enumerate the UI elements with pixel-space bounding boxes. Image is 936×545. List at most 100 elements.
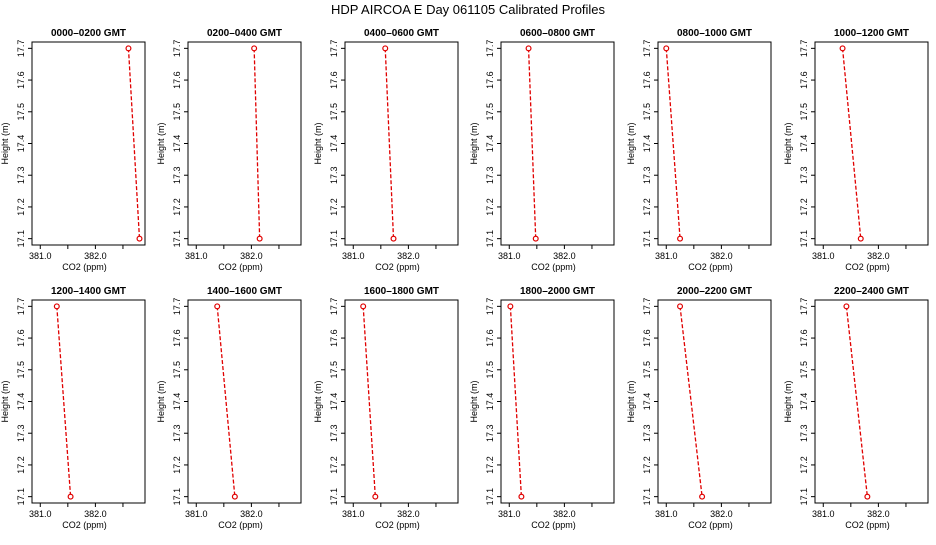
y-tick-label: 17.4 <box>16 393 26 411</box>
y-tick-label: 17.4 <box>799 135 809 153</box>
y-tick-label: 17.7 <box>642 298 652 316</box>
x-tick-label: 381.0 <box>29 251 52 261</box>
x-axis-label: CO2 (ppm) <box>688 520 733 530</box>
y-tick-label: 17.4 <box>799 393 809 411</box>
y-tick-label: 17.1 <box>172 230 182 248</box>
data-point <box>360 303 367 310</box>
x-tick-label: 381.0 <box>342 509 365 519</box>
y-tick-label: 17.3 <box>172 166 182 184</box>
profile-line <box>56 306 72 497</box>
x-tick-label: 382.0 <box>867 509 890 519</box>
profile-line <box>362 306 376 497</box>
x-tick-label: 381.0 <box>342 251 365 261</box>
panel-title: 1200–1400 GMT <box>51 286 126 297</box>
x-axis-label: CO2 (ppm) <box>375 262 420 272</box>
y-tick-label: 17.2 <box>642 198 652 216</box>
x-tick-label: 382.0 <box>553 251 576 261</box>
y-tick-label: 17.3 <box>329 166 339 184</box>
y-tick-label: 17.2 <box>172 198 182 216</box>
y-tick-label: 17.7 <box>485 298 495 316</box>
y-tick-label: 17.7 <box>485 40 495 58</box>
data-point <box>390 235 397 242</box>
x-tick-label: 381.0 <box>812 509 835 519</box>
x-tick-label: 381.0 <box>185 251 208 261</box>
y-tick-label: 17.6 <box>172 329 182 347</box>
y-tick-label: 17.3 <box>172 424 182 442</box>
profile-line <box>384 48 395 239</box>
data-point <box>251 45 258 52</box>
data-point <box>663 45 670 52</box>
y-tick-label: 17.5 <box>799 103 809 121</box>
profile-line <box>841 48 862 239</box>
y-tick-label: 17.5 <box>485 361 495 379</box>
x-tick-label: 382.0 <box>84 251 107 261</box>
y-tick-label: 17.7 <box>16 298 26 316</box>
y-tick-label: 17.3 <box>485 424 495 442</box>
y-axis-label: Height (m) <box>469 122 479 164</box>
profile-panel: 2000–2200 GMT 381.0 382.0 17.1 17.2 17.3 17.4 1… <box>626 286 772 530</box>
y-axis-label: Height (m) <box>783 380 793 422</box>
profile-panel: 0600–0800 GMT 381.0 382.0 17.1 17.2 17.3 17.4 1… <box>469 28 615 272</box>
data-point <box>231 493 238 500</box>
panel-title: 2000–2200 GMT <box>677 286 752 297</box>
y-tick-label: 17.1 <box>329 488 339 506</box>
profile-line <box>679 306 703 497</box>
profile-panel: 1000–1200 GMT 381.0 382.0 17.1 17.2 17.3 17.4 1… <box>783 28 929 272</box>
y-tick-label: 17.1 <box>485 230 495 248</box>
data-point <box>67 493 74 500</box>
y-tick-label: 17.7 <box>799 298 809 316</box>
data-point <box>864 493 871 500</box>
y-tick-label: 17.2 <box>329 198 339 216</box>
y-tick-label: 17.2 <box>642 456 652 474</box>
panel-title: 1000–1200 GMT <box>834 28 909 39</box>
x-tick-label: 382.0 <box>867 251 890 261</box>
profile-panel: 0400–0600 GMT 381.0 382.0 17.1 17.2 17.3 17.4 1… <box>313 28 459 272</box>
x-tick-label: 382.0 <box>240 509 263 519</box>
plot-frame <box>657 41 772 246</box>
profile-line <box>216 306 236 497</box>
y-tick-label: 17.7 <box>799 40 809 58</box>
x-tick-label: 381.0 <box>498 509 521 519</box>
data-point <box>677 303 684 310</box>
y-tick-label: 17.3 <box>16 424 26 442</box>
data-point <box>532 235 539 242</box>
y-tick-label: 17.4 <box>329 135 339 153</box>
y-axis-label: Height (m) <box>0 122 10 164</box>
y-tick-label: 17.2 <box>799 456 809 474</box>
panel-title: 0000–0200 GMT <box>51 28 126 39</box>
y-tick-label: 17.6 <box>799 71 809 89</box>
y-tick-label: 17.6 <box>329 329 339 347</box>
y-tick-label: 17.3 <box>642 166 652 184</box>
y-tick-label: 17.1 <box>16 488 26 506</box>
plot-frame <box>187 299 302 504</box>
x-tick-label: 382.0 <box>240 251 263 261</box>
data-point <box>699 493 706 500</box>
plot-frame <box>344 41 459 246</box>
profile-panel: 0800–1000 GMT 381.0 382.0 17.1 17.2 17.3 17.4 1… <box>626 28 772 272</box>
y-tick-label: 17.2 <box>485 456 495 474</box>
y-tick-label: 17.5 <box>172 361 182 379</box>
y-tick-label: 17.7 <box>172 298 182 316</box>
y-tick-label: 17.1 <box>642 488 652 506</box>
y-tick-label: 17.1 <box>16 230 26 248</box>
plot-frame <box>500 299 615 504</box>
data-point <box>843 303 850 310</box>
plot-frame <box>31 41 146 246</box>
y-tick-label: 17.4 <box>485 135 495 153</box>
y-tick-label: 17.6 <box>172 71 182 89</box>
y-axis-label: Height (m) <box>626 122 636 164</box>
y-tick-label: 17.6 <box>485 71 495 89</box>
y-tick-label: 17.4 <box>485 393 495 411</box>
y-tick-label: 17.2 <box>16 198 26 216</box>
panel-title: 1800–2000 GMT <box>520 286 595 297</box>
x-tick-label: 382.0 <box>397 509 420 519</box>
y-tick-label: 17.6 <box>799 329 809 347</box>
y-tick-label: 17.6 <box>642 71 652 89</box>
panel-title: 0200–0400 GMT <box>207 28 282 39</box>
profile-line <box>665 48 681 239</box>
profile-line <box>845 306 869 497</box>
y-tick-label: 17.6 <box>642 329 652 347</box>
y-tick-label: 17.1 <box>329 230 339 248</box>
x-axis-label: CO2 (ppm) <box>218 262 263 272</box>
y-tick-label: 17.6 <box>485 329 495 347</box>
